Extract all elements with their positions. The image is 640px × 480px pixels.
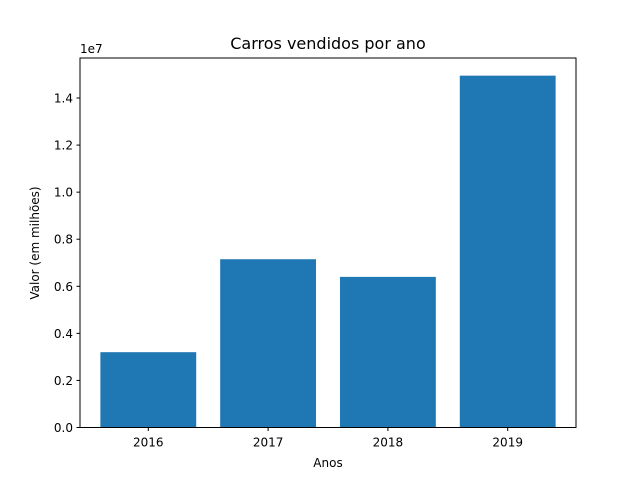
y-tick-label: 0.4 (54, 327, 73, 341)
y-tick-label: 0.0 (54, 421, 73, 435)
y-axis-offset-label: 1e7 (80, 42, 103, 56)
bar-2018 (339, 276, 436, 428)
bar-2016 (100, 352, 197, 428)
x-tick-label: 2017 (253, 436, 284, 450)
y-tick-label: 1.4 (54, 92, 73, 106)
y-axis-ticks: 0.0 0.2 0.4 0.6 0.8 1.0 1.2 1.4 (54, 92, 80, 435)
y-axis-label: Valor (em milhões) (28, 186, 42, 299)
y-tick-label: 0.6 (54, 280, 73, 294)
plot-frame (79, 57, 577, 428)
x-tick-label: 2019 (492, 436, 523, 450)
x-axis-label: Anos (313, 456, 342, 470)
x-axis-ticks: 2016 2017 2018 2019 (133, 427, 523, 450)
y-tick-label: 0.8 (54, 233, 73, 247)
y-tick-label: 0.2 (54, 374, 73, 388)
x-tick-label: 2016 (133, 436, 164, 450)
chart-title: Carros vendidos por ano (230, 34, 425, 53)
bars-group (100, 75, 556, 428)
y-tick-label: 1.0 (54, 186, 73, 200)
bar-2019 (459, 75, 556, 428)
bar-2017 (220, 259, 317, 428)
y-tick-label: 1.2 (54, 139, 73, 153)
x-tick-label: 2018 (373, 436, 404, 450)
